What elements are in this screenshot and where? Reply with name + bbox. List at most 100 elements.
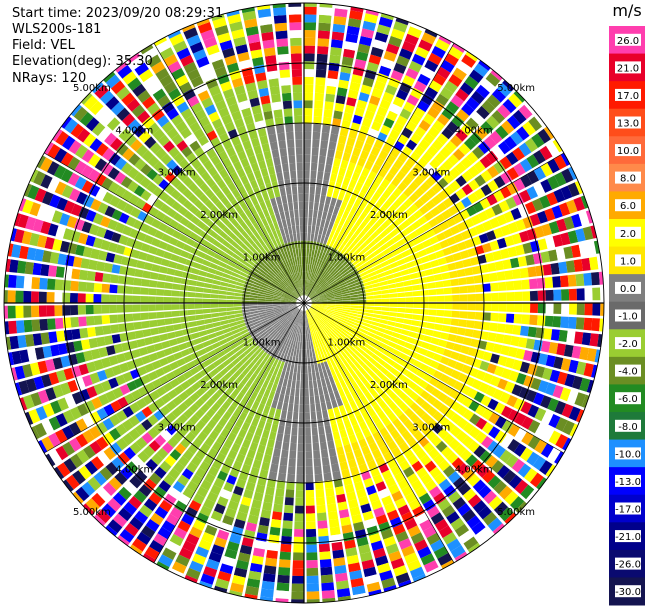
ray-gate: [223, 175, 233, 186]
ray-gate: [258, 368, 265, 378]
ray-gate: [332, 470, 342, 480]
ray-gate: [273, 188, 281, 198]
ray-gate: [266, 62, 278, 72]
ray-gate: [215, 125, 227, 137]
ray-gate: [287, 403, 294, 412]
ray-gate: [407, 525, 421, 538]
ray-gate: [545, 289, 554, 301]
ray-gate: [265, 295, 274, 299]
ray-gate: [99, 90, 115, 105]
ray-gate: [211, 257, 221, 265]
ray-gate: [75, 418, 88, 432]
ray-gate: [326, 351, 333, 360]
ray-gate: [326, 432, 334, 442]
ray-gate: [514, 412, 527, 426]
ray-gate: [55, 429, 68, 444]
ray-gate: [144, 136, 157, 149]
ray-gate: [107, 167, 120, 180]
ray-gate: [363, 566, 377, 578]
ray-gate: [260, 509, 272, 519]
ray-gate: [307, 318, 311, 326]
ray-gate: [394, 435, 405, 446]
ray-gate: [393, 565, 408, 577]
colorbar-tick-label: -10.0: [615, 449, 641, 460]
ray-gate: [199, 230, 209, 240]
ray-gate: [305, 458, 313, 467]
ray-gate: [62, 135, 76, 151]
ray-gate: [305, 412, 311, 420]
ray-gate: [291, 282, 297, 290]
ray-gate: [583, 272, 592, 286]
ray-gate: [157, 526, 172, 540]
ray-gate: [313, 450, 321, 459]
ray-gate: [284, 179, 291, 188]
ray-gate: [300, 232, 304, 241]
ray-gate: [527, 435, 541, 450]
ray-gate: [187, 253, 197, 262]
ray-gate: [18, 198, 27, 212]
ray-gate: [277, 472, 287, 482]
ray-gate: [91, 122, 106, 137]
ray-gate: [323, 335, 330, 344]
ray-gate: [240, 175, 249, 185]
ray-gate: [371, 414, 381, 424]
ray-gate: [140, 44, 154, 55]
ray-gate: [435, 316, 444, 324]
ray-gate: [477, 505, 492, 520]
ray-gate: [475, 303, 484, 311]
ray-gate: [180, 348, 190, 357]
colorbar-tick-label: 21.0: [617, 63, 639, 74]
ray-gate: [422, 262, 432, 270]
ray-gate: [349, 310, 358, 314]
ray-gate: [456, 462, 470, 476]
ray-gate: [52, 357, 63, 370]
ray-gate: [350, 297, 359, 301]
ray-gate: [314, 100, 324, 109]
ray-gate: [133, 277, 142, 286]
ray-gate: [350, 305, 359, 309]
colorbar-tick-label: -26.0: [615, 560, 641, 571]
ray-gate: [11, 367, 18, 381]
ray-gate: [227, 375, 237, 385]
ray-gate: [433, 453, 445, 466]
ray-gate: [325, 93, 335, 103]
ray-gate: [263, 334, 271, 342]
ray-gate: [566, 330, 576, 344]
ray-gate: [599, 318, 604, 332]
ray-gate: [118, 128, 132, 142]
ray-gate: [501, 368, 512, 380]
ray-gate: [294, 123, 303, 132]
ray-gate: [304, 341, 307, 350]
ray-gate: [193, 128, 205, 140]
ray-gate: [342, 298, 351, 301]
ray-gate: [56, 197, 68, 211]
ray-gate: [387, 341, 397, 349]
ray-gate: [74, 160, 87, 175]
ray-gate: [327, 305, 335, 308]
ray-gate: [231, 271, 240, 278]
ray-gate: [476, 464, 490, 478]
ray-gate: [429, 486, 442, 498]
ray-gate: [462, 468, 475, 482]
ray-gate: [381, 495, 393, 507]
ray-gate: [314, 194, 321, 203]
ray-gate: [292, 308, 299, 314]
ray-gate: [94, 272, 104, 282]
ray-gate: [40, 332, 50, 345]
ray-gate: [241, 306, 250, 310]
ray-gate: [211, 412, 222, 423]
ray-gate: [306, 310, 311, 318]
ray-gate: [273, 15, 287, 24]
ray-gate: [117, 64, 133, 79]
ray-gate: [281, 308, 290, 312]
ray-gate: [9, 259, 19, 273]
ray-gate: [135, 198, 146, 210]
ray-gate: [534, 439, 548, 454]
ray-gate: [364, 391, 373, 401]
ray-gate: [420, 473, 433, 485]
ray-gate: [286, 312, 293, 319]
ray-gate: [301, 326, 303, 335]
ray-gate: [148, 304, 156, 312]
ray-gate: [109, 284, 118, 294]
ray-gate: [240, 496, 252, 507]
